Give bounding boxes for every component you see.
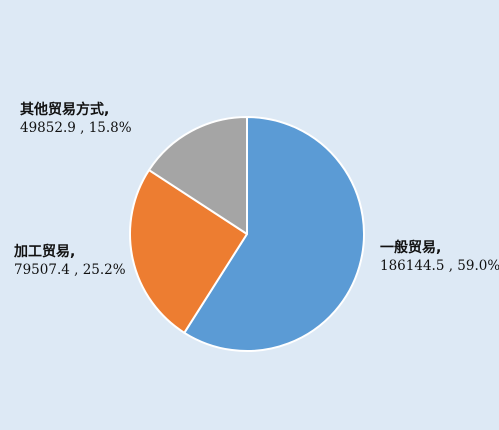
label-general-trade: 一般贸易, 186144.5 , 59.0% (380, 239, 499, 275)
label-other-trade: 其他贸易方式, 49852.9 , 15.8% (20, 101, 132, 137)
slice-label-processing: 加工贸易, (14, 244, 76, 260)
pie-slice-processing (129, 169, 248, 334)
pie-slice-general (183, 116, 365, 352)
slice-label-general: 一般贸易, (380, 240, 442, 256)
pie-slice-other (148, 116, 248, 235)
slice-value-general: 186144.5 , 59.0% (380, 258, 499, 274)
label-processing-trade: 加工贸易, 79507.4 , 25.2% (14, 243, 126, 279)
slice-label-other: 其他贸易方式, (20, 102, 110, 118)
slice-value-processing: 79507.4 , 25.2% (14, 262, 126, 278)
slice-value-other: 49852.9 , 15.8% (20, 120, 132, 136)
